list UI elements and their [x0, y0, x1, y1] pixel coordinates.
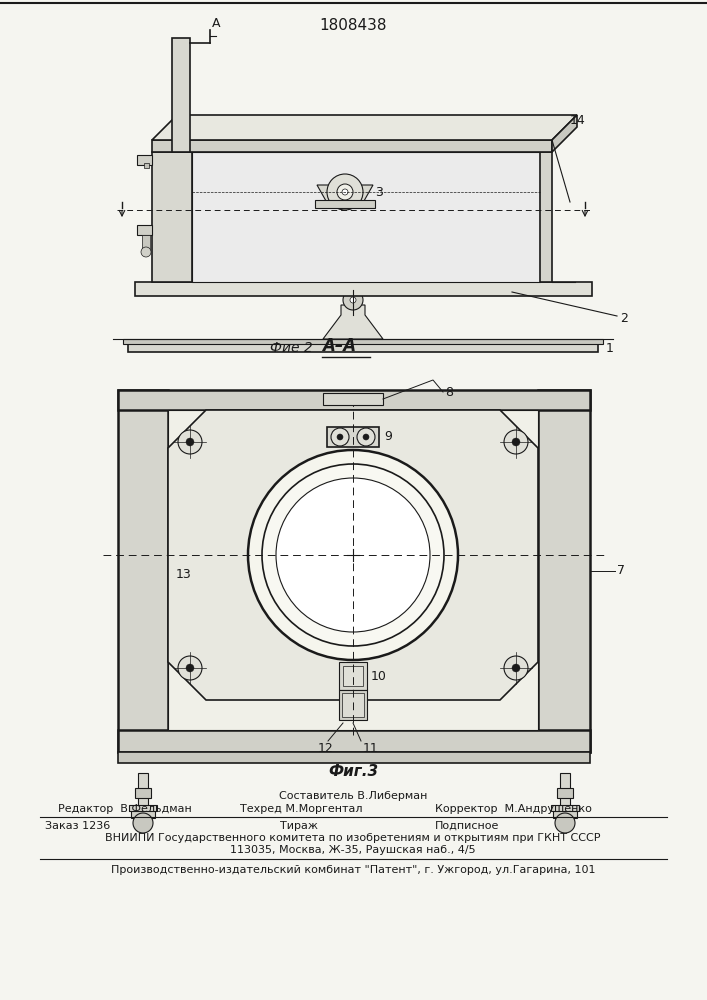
Bar: [118, 730, 590, 752]
Circle shape: [276, 478, 430, 632]
Bar: [128, 344, 598, 352]
Circle shape: [357, 428, 375, 446]
Polygon shape: [168, 410, 538, 700]
Bar: [327, 427, 379, 447]
Bar: [131, 810, 155, 818]
Circle shape: [327, 174, 363, 210]
Circle shape: [186, 664, 194, 672]
Bar: [538, 390, 590, 752]
Text: ВНИИПИ Государственного комитета по изобретениям и открытиям при ГКНТ СССР: ВНИИПИ Государственного комитета по изоб…: [105, 833, 601, 843]
Bar: [137, 225, 152, 235]
Text: 113035, Москва, Ж-35, Раушская наб., 4/5: 113035, Москва, Ж-35, Раушская наб., 4/5: [230, 845, 476, 855]
Text: Редактор  В.Фельдман: Редактор В.Фельдман: [58, 804, 192, 814]
Bar: [118, 390, 168, 752]
Bar: [339, 662, 367, 690]
Bar: [135, 282, 592, 296]
Text: Составитель В.Либерман: Составитель В.Либерман: [279, 791, 427, 801]
Circle shape: [504, 430, 528, 454]
Text: Тираж: Тираж: [280, 821, 318, 831]
Bar: [137, 155, 152, 165]
Polygon shape: [317, 185, 373, 208]
Bar: [129, 805, 157, 811]
Bar: [553, 810, 577, 818]
Circle shape: [337, 184, 353, 200]
Polygon shape: [152, 115, 577, 140]
Bar: [138, 773, 148, 818]
Bar: [123, 339, 603, 344]
Text: A: A: [212, 17, 221, 30]
Circle shape: [262, 464, 444, 646]
Text: 7: 7: [617, 564, 625, 578]
Text: 1: 1: [606, 342, 614, 355]
Bar: [342, 693, 364, 717]
Circle shape: [331, 428, 349, 446]
Circle shape: [555, 813, 575, 833]
Text: Подписное: Подписное: [435, 821, 499, 831]
Bar: [192, 152, 540, 282]
Circle shape: [133, 813, 153, 833]
Polygon shape: [323, 305, 383, 339]
Circle shape: [178, 430, 202, 454]
Text: Корректор  М.Андрушенко: Корректор М.Андрушенко: [435, 804, 592, 814]
Bar: [339, 690, 367, 720]
Circle shape: [178, 656, 202, 680]
Bar: [118, 752, 590, 763]
Bar: [144, 163, 149, 168]
Text: Техред М.Моргентал: Техред М.Моргентал: [240, 804, 363, 814]
Bar: [560, 773, 570, 818]
Polygon shape: [552, 115, 577, 152]
Bar: [172, 38, 190, 152]
Text: 2: 2: [620, 312, 628, 324]
Text: 8: 8: [445, 385, 453, 398]
Text: 12: 12: [318, 742, 334, 756]
Bar: [168, 410, 538, 730]
Circle shape: [337, 434, 343, 440]
Bar: [551, 805, 579, 811]
Text: 11: 11: [363, 742, 379, 756]
Text: 1808438: 1808438: [320, 17, 387, 32]
Circle shape: [342, 189, 348, 195]
Circle shape: [248, 450, 458, 660]
Circle shape: [350, 297, 356, 303]
Text: Заказ 1236: Заказ 1236: [45, 821, 110, 831]
Bar: [118, 390, 590, 410]
Text: 13: 13: [176, 568, 192, 582]
Circle shape: [512, 438, 520, 446]
Text: 14: 14: [570, 113, 586, 126]
Text: 9: 9: [384, 430, 392, 444]
Circle shape: [186, 438, 194, 446]
Bar: [152, 140, 552, 152]
Bar: [540, 152, 552, 282]
Text: 10: 10: [371, 670, 387, 682]
Text: 3: 3: [375, 186, 383, 198]
Circle shape: [504, 656, 528, 680]
Text: Производственно-издательский комбинат "Патент", г. Ужгород, ул.Гагарина, 101: Производственно-издательский комбинат "П…: [111, 865, 595, 875]
Bar: [315, 200, 375, 208]
Bar: [152, 152, 192, 282]
Circle shape: [141, 247, 151, 257]
Bar: [323, 393, 383, 405]
Circle shape: [512, 664, 520, 672]
Bar: [135, 788, 151, 798]
Circle shape: [343, 290, 363, 310]
Text: Фиг.3: Фиг.3: [328, 764, 378, 780]
Text: Фие 2: Фие 2: [270, 341, 312, 355]
Text: A–A: A–A: [322, 337, 356, 355]
Circle shape: [363, 434, 369, 440]
Bar: [557, 788, 573, 798]
Bar: [343, 666, 363, 686]
Bar: [142, 235, 150, 250]
